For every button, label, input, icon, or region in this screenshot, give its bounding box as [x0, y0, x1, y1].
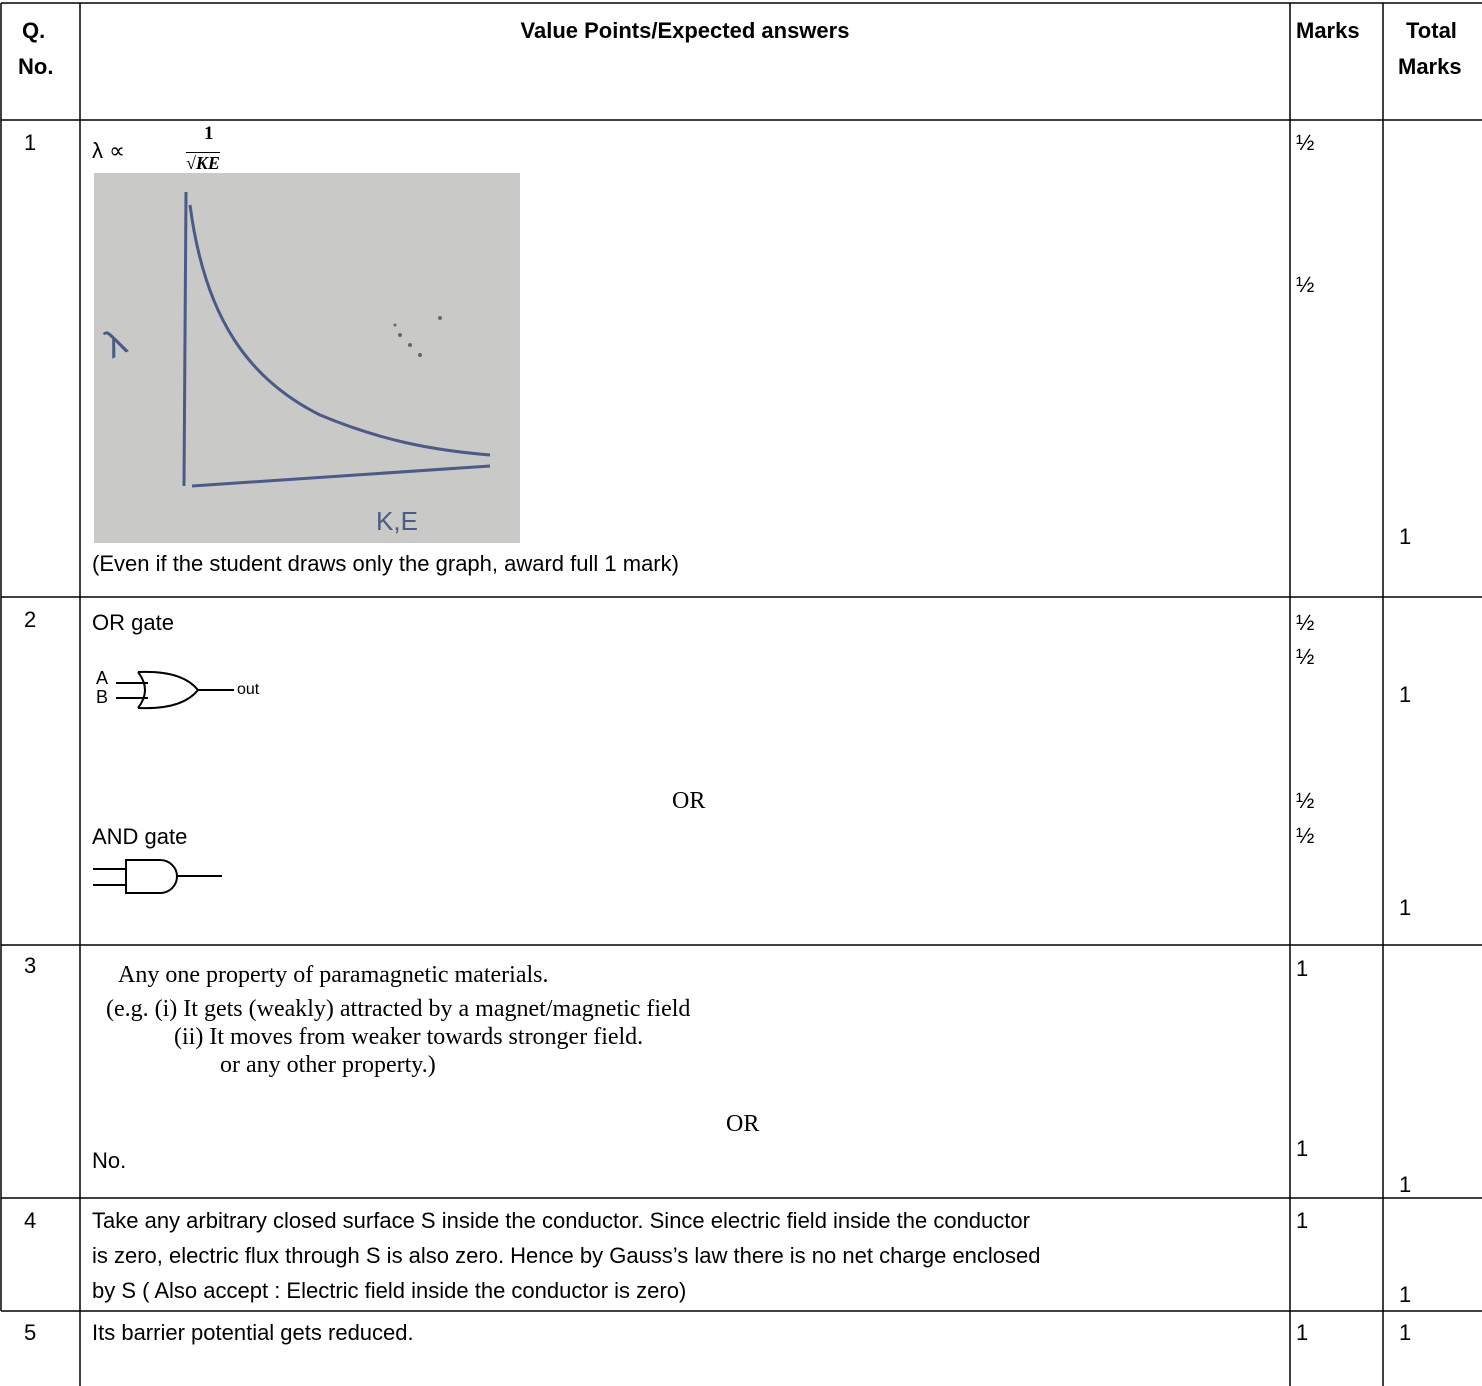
total-mark: 1 [1399, 1320, 1412, 1345]
header-cell: Value Points/Expected answers [520, 18, 850, 43]
total-mark: 1 [1399, 524, 1412, 549]
answer-text: OR gate [92, 610, 174, 635]
gate-label: A [96, 668, 109, 688]
and-gate [93, 859, 222, 894]
answer-text: Its barrier potential gets reduced. [92, 1320, 414, 1345]
mark: ½ [1296, 788, 1315, 813]
mark: 1 [1296, 1208, 1309, 1233]
total-mark: 1 [1399, 1282, 1412, 1307]
question-number: 1 [24, 130, 37, 155]
question-number: 3 [24, 953, 37, 978]
graph-label: K,E [376, 506, 418, 536]
mark: ½ [1296, 610, 1315, 635]
header-cell: Total [1406, 18, 1457, 43]
answer-text: Any one property of paramagnetic materia… [118, 962, 549, 988]
answer-text: OR [672, 788, 706, 814]
question-number: 2 [24, 607, 37, 632]
question-number: 5 [24, 1320, 37, 1345]
formula: √KE [186, 152, 220, 173]
answer-text: AND gate [92, 824, 188, 849]
mark: ½ [1296, 272, 1315, 297]
answer-text: No. [92, 1148, 127, 1173]
graph-image [94, 173, 520, 543]
formula: 1 [204, 123, 214, 144]
answer-text: by S ( Also accept : Electric field insi… [92, 1278, 687, 1303]
gate-label: B [96, 687, 109, 707]
header-cell: Q. [22, 18, 46, 43]
answer-text: is zero, electric flux through S is also… [92, 1243, 1041, 1268]
header-cell: Marks [1398, 54, 1462, 79]
mark: ½ [1296, 644, 1315, 669]
formula: λ ∝ [92, 138, 125, 163]
answer-text: (e.g. (i) It gets (weakly) attracted by … [106, 996, 691, 1022]
mark: ½ [1296, 130, 1315, 155]
gate-label: out [237, 681, 260, 698]
header-cell: Marks [1296, 18, 1360, 43]
answer-text: OR [726, 1111, 760, 1137]
total-mark: 1 [1399, 1172, 1412, 1197]
answer-text: (ii) It moves from weaker towards strong… [174, 1024, 644, 1050]
total-mark: 1 [1399, 682, 1412, 707]
mark: ½ [1296, 823, 1315, 848]
answer-text: or any other property.) [220, 1052, 436, 1078]
mark: 1 [1296, 956, 1309, 981]
answer-text: Take any arbitrary closed surface S insi… [92, 1208, 1030, 1233]
mark: 1 [1296, 1320, 1309, 1345]
total-mark: 1 [1399, 895, 1412, 920]
header-cell: No. [18, 54, 54, 79]
mark: 1 [1296, 1136, 1309, 1161]
answer-text: (Even if the student draws only the grap… [92, 551, 679, 576]
or-gate [116, 670, 234, 710]
question-number: 4 [24, 1208, 37, 1233]
